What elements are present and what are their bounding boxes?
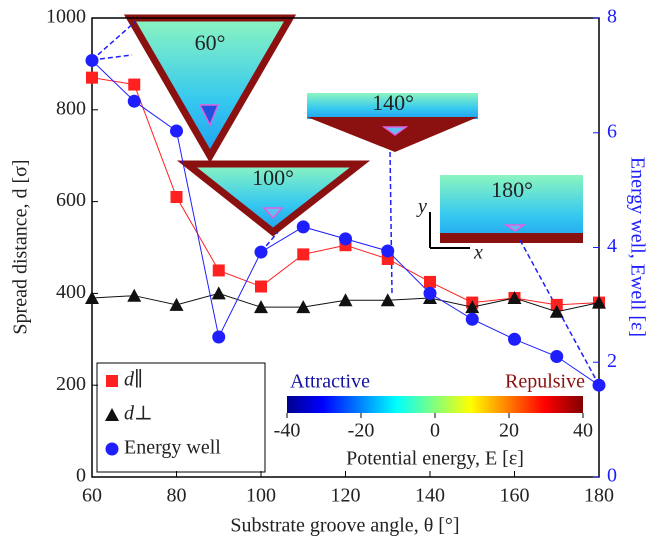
colorbar xyxy=(287,396,583,413)
marker xyxy=(592,295,606,309)
y-tick-label: 1000 xyxy=(46,6,86,28)
x-tick-label: 120 xyxy=(331,485,361,507)
leader xyxy=(91,21,136,61)
inset-180 xyxy=(440,175,583,243)
inset-label: 180° xyxy=(491,177,533,202)
marker xyxy=(507,290,522,304)
marker xyxy=(170,191,183,204)
marker xyxy=(127,94,141,108)
x-tick-label: 160 xyxy=(500,485,530,507)
marker xyxy=(465,300,480,314)
marker xyxy=(549,304,564,318)
legend-label: d∥ xyxy=(124,369,143,391)
marker xyxy=(128,78,141,91)
series xyxy=(85,53,606,392)
marker xyxy=(106,375,118,387)
marker xyxy=(170,124,183,138)
y2-axis-label: Energy well, Ewell [ε] xyxy=(626,157,648,337)
x-tick-label: 100 xyxy=(246,485,276,507)
marker xyxy=(380,293,395,307)
leader xyxy=(91,54,133,61)
inset-drop xyxy=(262,207,284,220)
y2-tick-label: 4 xyxy=(607,235,617,257)
series xyxy=(85,286,606,318)
legend-label: Energy well xyxy=(124,437,221,459)
inset-label: 60° xyxy=(195,30,226,55)
colorbar-tick-label: 20 xyxy=(499,420,519,442)
inset-100 xyxy=(176,160,371,237)
marker xyxy=(339,232,352,246)
marker xyxy=(592,378,606,392)
y2-tick-label: 6 xyxy=(607,120,617,142)
marker xyxy=(212,264,225,277)
inset-drop xyxy=(381,126,409,136)
legend-label: d⊥ xyxy=(124,403,153,425)
legend xyxy=(96,362,266,473)
marker xyxy=(550,350,564,364)
colorbar-tick-label: -20 xyxy=(348,420,375,442)
y-tick-label: 400 xyxy=(56,281,86,303)
marker xyxy=(211,286,226,300)
marker xyxy=(338,293,353,307)
marker xyxy=(423,286,437,300)
marker xyxy=(296,220,310,234)
marker xyxy=(169,297,184,311)
marker xyxy=(381,244,395,258)
y-tick-label: 0 xyxy=(76,465,86,487)
marker xyxy=(508,332,521,346)
marker xyxy=(86,71,98,84)
x-tick-label: 180 xyxy=(584,485,614,507)
marker xyxy=(297,248,310,261)
inset-axis-label: x xyxy=(473,242,483,264)
marker xyxy=(255,280,267,293)
marker xyxy=(296,300,311,314)
marker xyxy=(105,408,119,421)
marker xyxy=(465,312,479,326)
colorbar-low-label: Attractive xyxy=(290,371,370,393)
inset-drop xyxy=(503,224,527,232)
y-tick-label: 600 xyxy=(56,189,86,211)
y2-tick-label: 0 xyxy=(607,465,617,487)
leader xyxy=(389,149,393,294)
marker xyxy=(127,288,142,302)
x-tick-label: 140 xyxy=(415,485,445,507)
y-tick-label: 800 xyxy=(56,97,86,119)
y2-tick-label: 2 xyxy=(607,350,617,372)
inset-180-wall xyxy=(440,233,583,243)
marker xyxy=(212,330,226,344)
colorbar-high-label: Repulsive xyxy=(505,371,585,393)
inset-label: 100° xyxy=(252,165,294,190)
inset-axis-label: y xyxy=(416,196,427,218)
y2-tick-label: 8 xyxy=(607,6,617,28)
x-tick-label: 80 xyxy=(167,485,187,507)
x-axis-label: Substrate groove angle, θ [°] xyxy=(230,515,459,537)
y-tick-label: 200 xyxy=(56,373,86,395)
colorbar-tick-label: 40 xyxy=(573,420,593,442)
marker xyxy=(105,442,119,456)
inset-drop xyxy=(198,104,220,127)
colorbar-tick-label: -40 xyxy=(274,420,301,442)
inset-140 xyxy=(307,93,478,119)
inset-140-wall xyxy=(307,117,478,152)
marker xyxy=(254,245,268,259)
marker xyxy=(254,300,268,314)
marker xyxy=(424,275,436,288)
colorbar-tick-label: 0 xyxy=(430,420,440,442)
marker xyxy=(85,290,99,304)
y-axis-label: Spread distance, d [σ] xyxy=(10,159,32,334)
x-tick-label: 60 xyxy=(82,485,102,507)
marker xyxy=(85,53,99,67)
colorbar-label: Potential energy, E [ε] xyxy=(346,448,524,470)
inset-label: 140° xyxy=(372,90,414,115)
